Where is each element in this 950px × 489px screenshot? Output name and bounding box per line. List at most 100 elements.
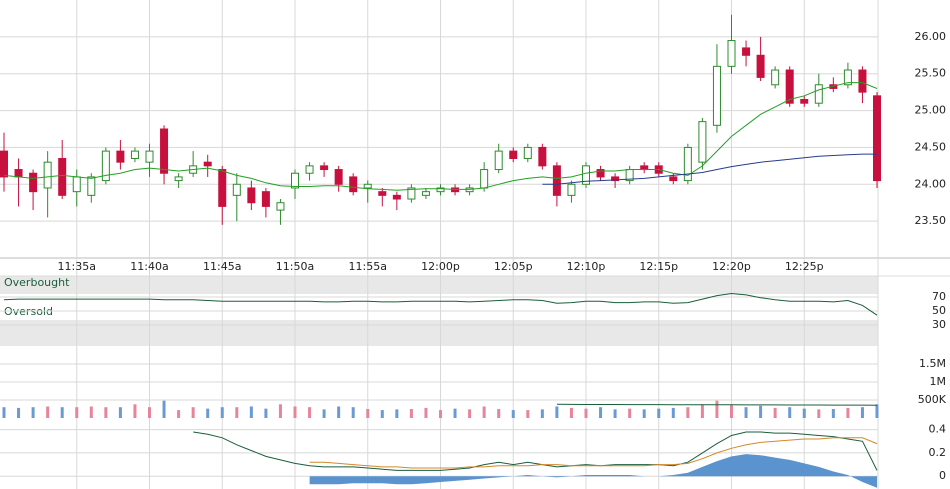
candle-body [232, 183, 241, 196]
volume-bar [468, 409, 472, 418]
volume-bar [133, 404, 137, 418]
candle-body [87, 176, 96, 196]
candle-body [392, 194, 401, 200]
volume-bar [613, 409, 617, 418]
candle-body [873, 95, 881, 182]
volume-bar [2, 407, 6, 418]
volume-bar [60, 407, 64, 418]
volume-bar [206, 408, 210, 418]
candle-body [582, 165, 590, 185]
volume-bar [439, 410, 442, 418]
x-tick-label: 12:05p [494, 260, 533, 273]
candle-body [349, 176, 358, 193]
volume-bar [555, 406, 559, 418]
volume-bar [569, 407, 573, 418]
y-tick-label: 24.50 [915, 140, 947, 153]
volume-bar [308, 407, 312, 418]
volume-bar [599, 407, 603, 418]
candle-body [58, 157, 67, 196]
candle-body [160, 128, 169, 174]
x-tick-label: 12:10p [567, 260, 606, 273]
y-tick-label: 0 [939, 469, 946, 482]
candle-body [305, 165, 314, 174]
volume-bar [31, 407, 35, 418]
volume-bar [17, 407, 21, 418]
y-tick-label: 500K [918, 393, 947, 406]
candle-body [567, 183, 576, 196]
candle-body [640, 165, 649, 171]
volume-bar [162, 400, 166, 418]
candle-body [291, 172, 299, 189]
y-tick-label: 1M [930, 375, 947, 388]
volume-bar [118, 407, 122, 418]
y-tick-label: 70 [932, 290, 946, 303]
candle-body [0, 150, 8, 178]
oversold-band [0, 320, 878, 346]
volume-bar [148, 407, 151, 418]
x-tick-label: 11:35a [58, 260, 96, 273]
candle-body [29, 172, 38, 193]
candle-body [334, 169, 343, 185]
candle-body [378, 191, 387, 196]
volume-bar [395, 409, 399, 418]
volume-bar [511, 410, 515, 418]
volume-bar [453, 408, 457, 418]
volume-bar [817, 409, 821, 418]
candle-body [596, 169, 605, 178]
volume-bar [788, 407, 792, 418]
candle-body [116, 150, 125, 163]
volume-bar [686, 407, 690, 418]
volume-bar [860, 407, 864, 418]
candle-body [145, 150, 154, 163]
volume-bar [293, 406, 297, 418]
candle-body [756, 54, 765, 78]
candle-body [552, 165, 561, 196]
y-tick-label: 23.50 [915, 214, 947, 227]
candle-body [523, 146, 532, 159]
volume-bar [831, 409, 835, 418]
volume-bar [191, 407, 195, 418]
candle-body [727, 40, 736, 67]
candle-body [843, 69, 852, 86]
candle-body [436, 187, 445, 193]
volume-bar [249, 406, 253, 418]
volume-bar [584, 408, 588, 418]
overbought-band [0, 276, 878, 294]
overbought-label: Overbought [4, 276, 70, 289]
y-tick-label: 26.00 [915, 30, 947, 43]
volume-bar [730, 405, 733, 418]
volume-bar [380, 410, 384, 418]
candle-body [247, 187, 256, 204]
y-tick-label: 25.00 [915, 104, 947, 117]
volume-bar [424, 407, 428, 418]
y-tick-label: 25.50 [915, 67, 947, 80]
y-tick-label: 1.5M [919, 357, 946, 370]
candle-body [101, 150, 110, 182]
volume-bar [220, 407, 224, 418]
x-tick-label: 11:55a [349, 260, 387, 273]
histogram-area [309, 454, 878, 488]
x-tick-label: 11:45a [203, 260, 241, 273]
volume-bar [715, 400, 719, 418]
volume-bar [366, 409, 370, 418]
moving-average [3, 82, 878, 191]
x-tick-label: 12:20p [712, 260, 751, 273]
volume-bar [264, 408, 268, 418]
candle-body [203, 161, 212, 167]
volume-bar [875, 404, 879, 418]
candle-body [698, 121, 707, 163]
y-tick-label: 24.00 [915, 177, 947, 190]
volume-bar [744, 407, 748, 418]
volume-bar [278, 404, 282, 418]
average-volume-line [556, 403, 878, 406]
volume-bar [497, 409, 501, 418]
volume-bar [700, 404, 704, 418]
candle-body [43, 161, 52, 189]
y-tick-label: 30 [932, 318, 946, 331]
candle-body [683, 146, 692, 182]
x-tick-label: 12:25p [785, 260, 824, 273]
candle-body [712, 65, 721, 126]
candle-body [14, 169, 23, 178]
volume-bar [657, 408, 661, 418]
